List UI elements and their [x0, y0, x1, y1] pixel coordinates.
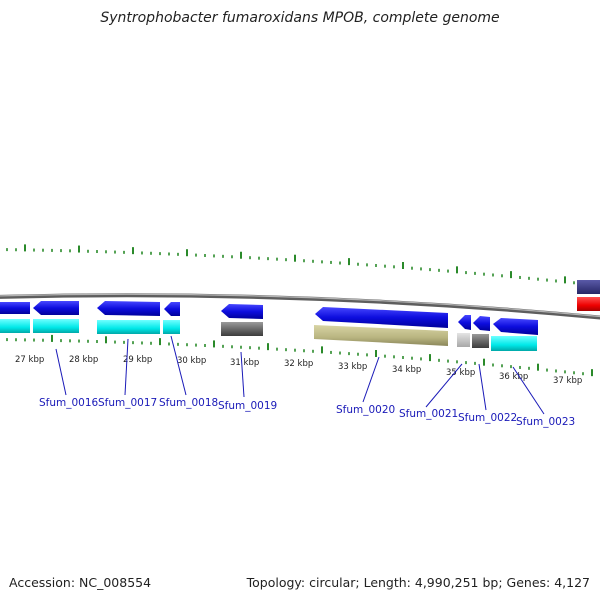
cds-arrow — [315, 307, 448, 328]
gene-label[interactable]: Sfum_0021 — [399, 408, 458, 420]
genome-summary: Topology: circular; Length: 4,990,251 bp… — [246, 575, 590, 590]
annotation-bar-gray — [472, 334, 489, 348]
outer-tick-ring — [6, 244, 593, 287]
kbp-label: 35 kbp — [446, 368, 475, 378]
kbp-label: 37 kbp — [553, 376, 582, 386]
kbp-label: 29 kbp — [123, 355, 152, 365]
kbp-label: 27 kbp — [15, 355, 44, 365]
kbp-label: 28 kbp — [69, 355, 98, 365]
genome-backbone — [0, 293, 600, 320]
gene-label[interactable]: Sfum_0020 — [336, 404, 395, 416]
cds-arrow — [493, 318, 538, 335]
leader-line — [362, 356, 380, 403]
annotation-bar-gray — [221, 322, 263, 336]
rna-feature-red — [577, 297, 600, 311]
cds-arrow — [164, 302, 180, 316]
kbp-label: 36 kbp — [499, 372, 528, 382]
kbp-label: 33 kbp — [338, 362, 367, 372]
cds-arrow — [97, 301, 160, 316]
kbp-label: 32 kbp — [284, 359, 313, 369]
cds-arrow — [473, 316, 490, 331]
leader-line — [55, 348, 67, 396]
kbp-label: 30 kbp — [177, 356, 206, 366]
genome-backbone-highlight — [0, 293, 600, 318]
annotation-bar-cyan — [163, 320, 180, 334]
page-title: Syntrophobacter fumaroxidans MPOB, compl… — [100, 10, 500, 26]
annotation-bar-cyan — [0, 319, 30, 333]
leader-line — [478, 363, 487, 411]
gene-label[interactable]: Sfum_0016 — [39, 397, 99, 409]
gene-label[interactable]: Sfum_0018 — [159, 397, 218, 409]
gene-label[interactable]: Sfum_0023 — [516, 416, 575, 428]
leader-line — [170, 335, 187, 396]
annotation-bar-khaki — [314, 325, 448, 346]
annotation-bar-cyan — [491, 336, 537, 351]
annotation-bar-light-gray — [457, 333, 470, 347]
cds-arrow — [458, 315, 471, 330]
leader-line — [425, 363, 463, 408]
leader-line — [124, 338, 129, 396]
annotation-bar-cyan — [33, 319, 79, 333]
kbp-label: 31 kbp — [230, 358, 259, 368]
cds-arrow — [221, 304, 263, 319]
kbp-label: 34 kbp — [392, 365, 421, 375]
cds-arrow — [33, 301, 79, 315]
leader-line — [240, 351, 245, 398]
leader-line — [512, 366, 545, 415]
gene-label[interactable]: Sfum_0017 — [98, 397, 157, 409]
rna-feature-purple — [577, 280, 600, 294]
gene-label[interactable]: Sfum_0019 — [218, 400, 277, 412]
accession-label: Accession: NC_008554 — [9, 575, 152, 590]
cds-arrow — [0, 302, 30, 314]
inner-tick-ring — [6, 334, 593, 377]
gene-label[interactable]: Sfum_0022 — [458, 412, 517, 424]
annotation-bar-cyan — [97, 320, 160, 334]
